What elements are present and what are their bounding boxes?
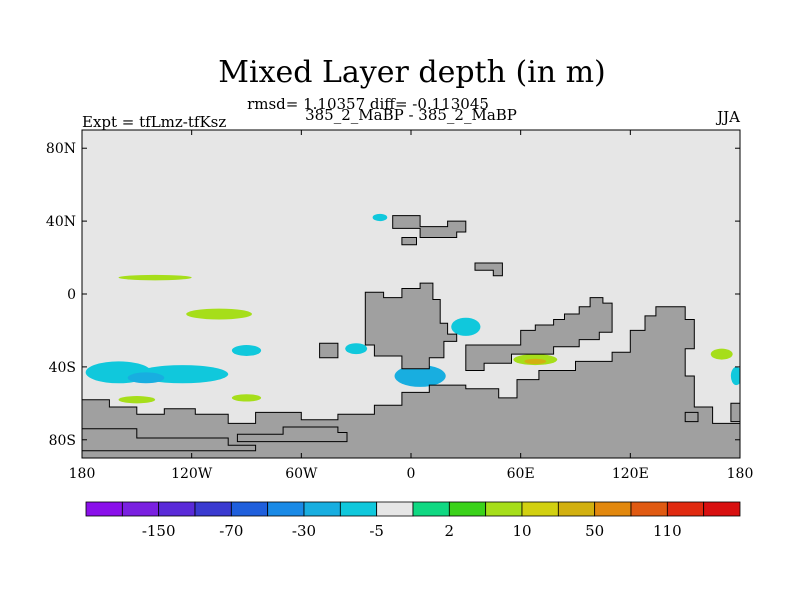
anomaly-south-indian xyxy=(394,365,446,387)
colorbar-label: -70 xyxy=(219,522,243,540)
south-america-tip xyxy=(236,426,348,443)
x-axis: 180 120W 60W 0 60E 120E 180 xyxy=(69,130,754,482)
x-tick-label: 180 xyxy=(727,466,754,482)
anomaly-north-atlantic xyxy=(372,213,388,222)
x-tick-label: 0 xyxy=(407,466,416,482)
asia-small-2 xyxy=(474,262,503,277)
x-tick-label: 180 xyxy=(69,466,96,482)
continent-africa-west xyxy=(364,282,458,370)
antarctic-peninsula xyxy=(82,428,257,452)
y-tick-label: 80N xyxy=(46,141,76,157)
colorbar-swatch xyxy=(703,501,741,517)
colorbar-swatch xyxy=(85,501,123,517)
colorbar-swatch xyxy=(666,501,705,517)
anomaly-east-indian-core xyxy=(524,358,547,365)
colorbar-label: -5 xyxy=(369,522,384,540)
asia-small-1 xyxy=(401,237,417,246)
colorbar-label: -30 xyxy=(292,522,316,540)
colorbar-swatch xyxy=(303,501,341,517)
colorbar-label: 2 xyxy=(445,522,455,540)
anomaly-south-atlantic xyxy=(231,345,262,356)
anomaly-equator-pacific xyxy=(186,308,252,320)
x-tick-label: 120E xyxy=(612,466,649,482)
colorbar-swatch xyxy=(521,501,559,517)
anomaly-sw-pacific-pos xyxy=(231,394,262,402)
left-label: Expt = tfLmz-tfKsz xyxy=(82,113,226,131)
anomaly-indian-ocean xyxy=(451,317,481,336)
y-tick-label: 40N xyxy=(46,214,76,230)
east-rim xyxy=(730,402,740,423)
anomaly-trop-pacific xyxy=(118,274,192,281)
anomaly-east-pacific-pos xyxy=(710,348,733,360)
y-tick-label: 80S xyxy=(49,433,76,449)
chart-title: Mixed Layer depth (in m) xyxy=(218,55,606,90)
colorbar-swatch xyxy=(158,501,196,517)
colorbar-label: 110 xyxy=(653,522,682,540)
x-tick-label: 60E xyxy=(507,466,535,482)
anomaly-far-east xyxy=(730,366,740,386)
y-axis: 80N 40N 0 40S 80S xyxy=(46,141,740,449)
pacific-isle xyxy=(319,342,339,359)
colorbar-swatch xyxy=(376,501,414,517)
y-tick-label: 0 xyxy=(67,287,76,303)
colorbar-swatch xyxy=(448,501,487,517)
anomaly-south-pacific-pos xyxy=(118,396,156,404)
right-label: JJA xyxy=(715,108,740,126)
y-tick-label: 40S xyxy=(49,360,76,376)
colorbar-swatch xyxy=(230,501,269,517)
colorbar-label: 10 xyxy=(512,522,531,540)
map-plot-area xyxy=(81,129,741,459)
x-tick-label: 60W xyxy=(285,466,318,482)
chart-subtitle: 385_2_MaBP - 385_2_MaBP xyxy=(305,106,517,124)
colorbar-swatch xyxy=(339,501,378,517)
colorbar-label: -150 xyxy=(142,522,176,540)
colorbar-swatch xyxy=(121,501,160,517)
colorbar-swatch xyxy=(412,501,450,517)
colorbar-swatch xyxy=(267,501,305,517)
colorbar: -150 -70 -30 -5 2 10 50 110 xyxy=(85,501,741,540)
colorbar-swatch xyxy=(194,501,232,517)
stats-line: rmsd= 1.10357 diff= -0.113045 xyxy=(247,95,489,113)
colorbar-swatch xyxy=(630,501,668,517)
asia-fragment xyxy=(392,215,467,238)
x-tick-label: 120W xyxy=(171,466,213,482)
anomaly-south-pacific-deep xyxy=(127,372,165,384)
colorbar-swatch xyxy=(485,501,523,517)
australia-land xyxy=(465,297,613,371)
anomaly-pacific-cell xyxy=(345,343,368,355)
sub-island-1 xyxy=(684,411,699,423)
colorbar-swatch xyxy=(557,501,596,517)
antarctica xyxy=(82,306,740,458)
colorbar-label: 50 xyxy=(585,522,604,540)
colorbar-swatch xyxy=(594,501,632,517)
